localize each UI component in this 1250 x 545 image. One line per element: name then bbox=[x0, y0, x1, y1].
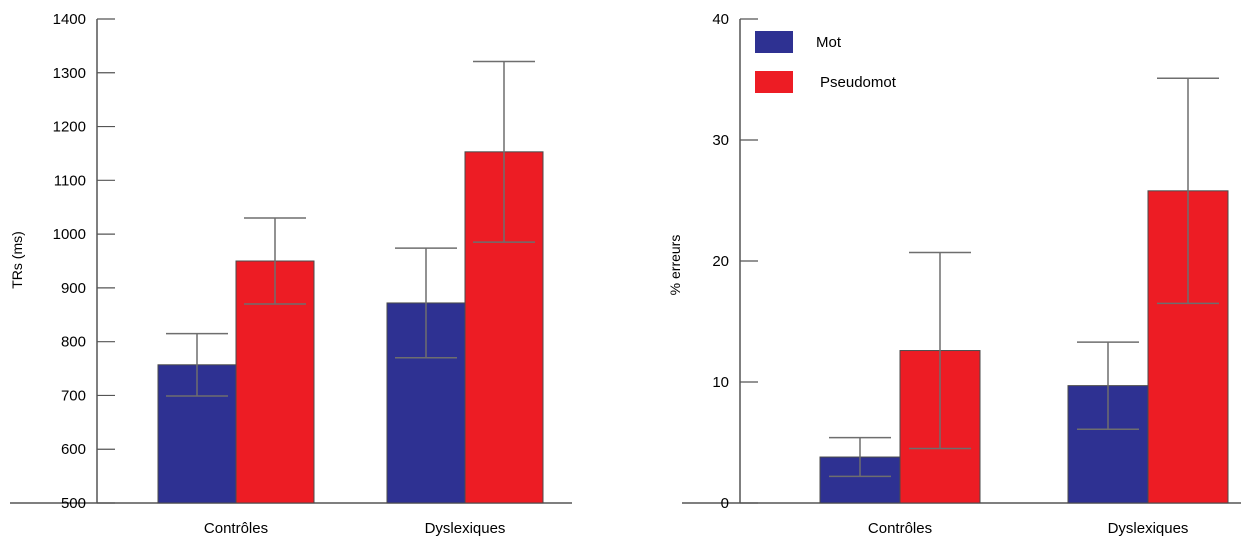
reaction-time-chart: 500 600 700 800 900 1000 1100 1200 1300 1400 TRs (… bbox=[9, 11, 572, 537]
y-tick-label: 900 bbox=[61, 280, 86, 297]
legend-label-mot: Mot bbox=[816, 34, 842, 51]
y-axis-title: % erreurs bbox=[667, 235, 683, 296]
y-tick-label: 1400 bbox=[53, 11, 86, 28]
x-category-label: Dyslexiques bbox=[1108, 520, 1189, 537]
y-axis-title: TRs (ms) bbox=[9, 231, 25, 289]
x-category-label: Contrôles bbox=[868, 520, 932, 537]
y-tick-label: 0 bbox=[721, 495, 729, 512]
y-tick-label: 30 bbox=[712, 132, 729, 149]
y-tick-label: 600 bbox=[61, 441, 86, 458]
legend-swatch-pseudomot bbox=[755, 71, 793, 93]
y-tick-label: 10 bbox=[712, 374, 729, 391]
y-tick-label: 1300 bbox=[53, 65, 86, 82]
y-tick-label: 40 bbox=[712, 11, 729, 28]
y-tick-label: 20 bbox=[712, 253, 729, 270]
x-category-label: Dyslexiques bbox=[425, 520, 506, 537]
error-rate-chart: 0 10 20 30 40 % erreurs Contrôles Dyslexiques Mo… bbox=[667, 11, 1241, 537]
legend-swatch-mot bbox=[755, 31, 793, 53]
y-tick-label: 500 bbox=[61, 495, 86, 512]
y-tick-label: 700 bbox=[61, 387, 86, 404]
y-tick-label: 800 bbox=[61, 334, 86, 351]
legend-label-pseudomot: Pseudomot bbox=[820, 74, 897, 91]
y-tick-label: 1100 bbox=[54, 172, 86, 189]
y-tick-label: 1000 bbox=[53, 226, 86, 243]
y-tick-label: 1200 bbox=[53, 119, 86, 136]
x-category-label: Contrôles bbox=[204, 520, 268, 537]
